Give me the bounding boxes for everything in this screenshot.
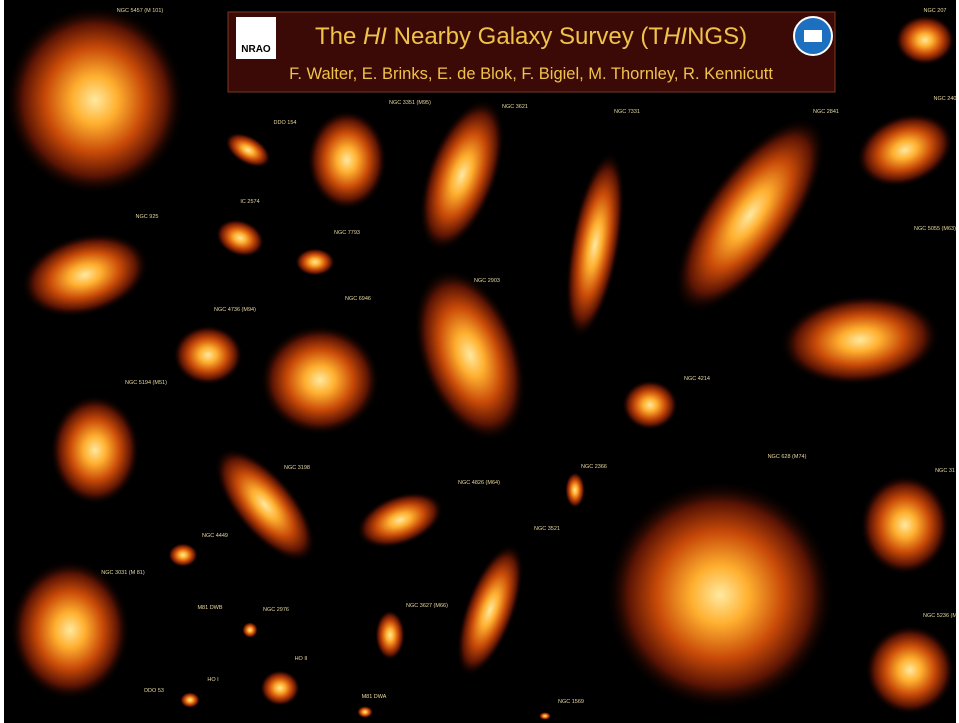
galaxy: [225, 132, 271, 168]
galaxy-label: HO II: [295, 656, 308, 662]
galaxy-label: IC 2574: [240, 199, 259, 205]
galaxy: [242, 622, 258, 638]
title-part: The: [315, 23, 363, 50]
galaxy: [307, 110, 387, 210]
galaxy-label: M81 DWA: [362, 694, 387, 700]
title-part: Nearby Galaxy Survey (T: [387, 23, 663, 50]
galaxy: [173, 325, 243, 385]
galaxy: [674, 117, 826, 313]
galaxy-label: NGC 31: [935, 468, 955, 474]
galaxy: [50, 395, 140, 505]
galaxy: [214, 448, 316, 562]
galaxy-label: NGC 925: [136, 214, 159, 220]
galaxy: [260, 325, 380, 435]
galaxy-label: NGC 5194 (M51): [125, 380, 167, 386]
galaxy-label: NGC 3627 (M66): [406, 603, 448, 609]
galaxy: [413, 268, 527, 442]
galaxy-label: NGC 6946: [345, 296, 371, 302]
galaxy-label: NGC 5055 (M63): [914, 226, 956, 232]
nrao-logo: [236, 17, 276, 59]
galaxy: [565, 151, 625, 339]
galaxy-label: M81 DWB: [197, 605, 222, 611]
galaxy-label: NGC 3031 (M 81): [101, 570, 145, 576]
galaxy-label: NGC 4826 (M64): [458, 480, 500, 486]
galaxy: [539, 712, 551, 720]
galaxy-label: NGC 628 (M74): [768, 454, 807, 460]
galaxy-label: NGC 3198: [284, 465, 310, 471]
galaxy: [419, 98, 505, 252]
galaxy-label: NGC 4214: [684, 376, 710, 382]
galaxy-label: NGC 1569: [558, 699, 584, 705]
galaxy: [357, 706, 373, 718]
galaxy: [215, 219, 265, 257]
galaxy: [356, 491, 444, 549]
title-part: HI: [663, 23, 687, 50]
galaxy: [856, 112, 954, 188]
galaxy-label: NGC 240: [934, 96, 957, 102]
galaxy-label: DDO 53: [144, 688, 164, 694]
galaxy-label: HO I: [207, 677, 219, 683]
galaxy-label: NGC 3621: [502, 104, 528, 110]
galaxy-label: NGC 4736 (M94): [214, 307, 256, 313]
galaxy: [168, 543, 198, 567]
galaxy-label: NGC 3521: [534, 526, 560, 532]
title: The HI Nearby Galaxy Survey (THINGS): [315, 23, 747, 50]
galaxy-label: NGC 2976: [263, 607, 289, 613]
galaxy-label: NGC 207: [924, 8, 947, 14]
galaxy-label: NGC 2841: [813, 109, 839, 115]
galaxy: [865, 625, 955, 715]
galaxy-label: NGC 7793: [334, 230, 360, 236]
galaxies: [5, 5, 955, 720]
galaxy-label: NGC 7331: [614, 109, 640, 115]
galaxy: [780, 294, 940, 386]
galaxy: [21, 232, 149, 318]
authors: F. Walter, E. Brinks, E. de Blok, F. Big…: [289, 65, 773, 83]
galaxy: [456, 543, 524, 677]
logo-text: NRAO: [241, 44, 271, 55]
header: NRAO The HI Nearby Galaxy Survey (THINGS…: [227, 11, 836, 93]
galaxy-label: DDO 154: [274, 120, 297, 126]
galaxy-label: NGC 2903: [474, 278, 500, 284]
galaxy-label: NGC 2366: [581, 464, 607, 470]
logo-icon: [804, 30, 822, 42]
labels: NGC 5457 (M 101) NGC 207 DDO 154 NGC 3351 (…: [101, 8, 957, 705]
galaxy-label: NGC 5236 (M: [923, 613, 957, 619]
title-part: NGS): [687, 23, 747, 50]
galaxy: [375, 610, 405, 660]
galaxy: [5, 5, 185, 195]
galaxy: [10, 560, 130, 700]
galaxy: [895, 15, 955, 65]
title-part: HI: [363, 23, 387, 50]
galaxy: [295, 248, 335, 276]
galaxy: [605, 480, 835, 710]
galaxy-label: NGC 3351 (M95): [389, 100, 431, 106]
galaxy-label: NGC 4449: [202, 533, 228, 539]
galaxy: [260, 670, 300, 706]
galaxy: [860, 475, 950, 575]
header-box: [227, 11, 836, 93]
galaxy: [180, 692, 200, 708]
galaxy: [622, 380, 678, 430]
galaxy-label: NGC 5457 (M 101): [117, 8, 164, 14]
galaxy: [565, 472, 585, 508]
